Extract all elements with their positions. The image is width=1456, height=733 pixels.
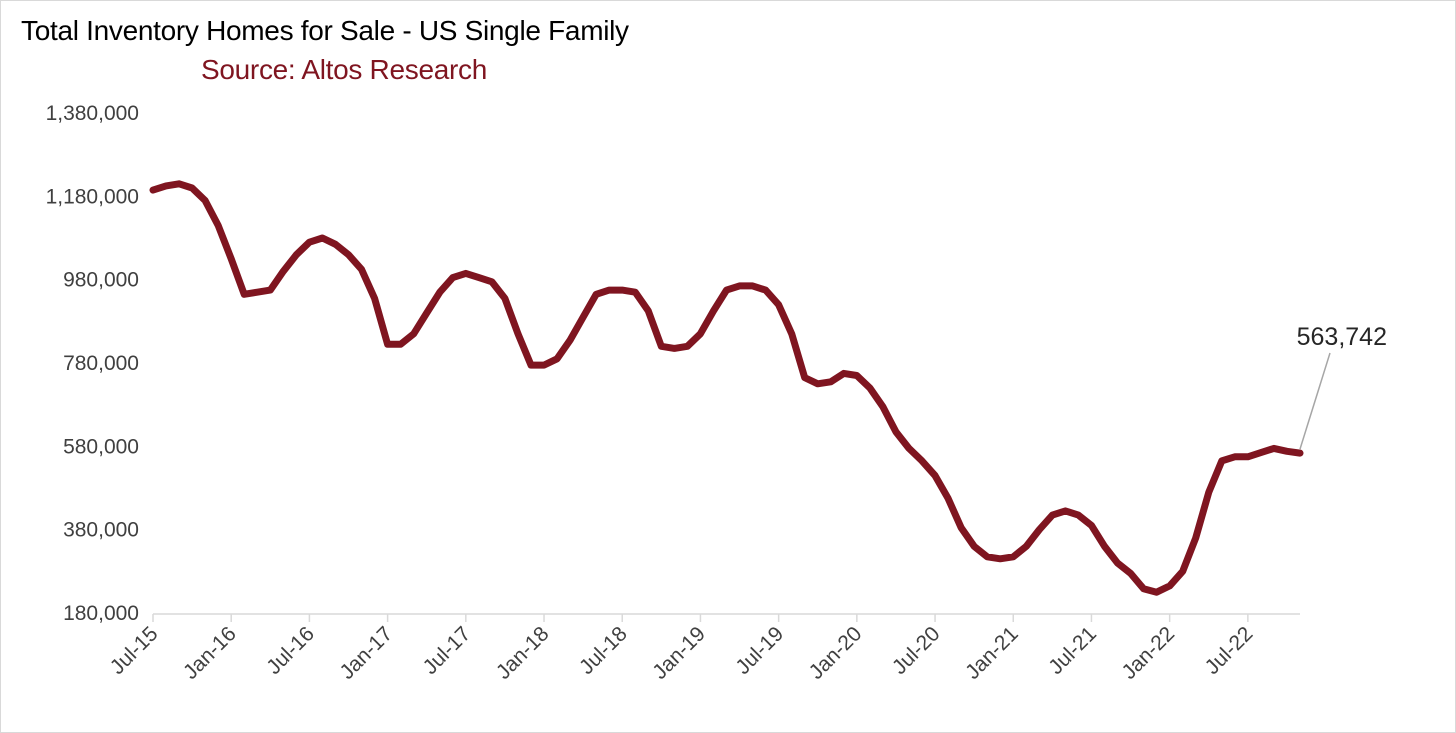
- x-tick-label: Jul-17: [419, 622, 476, 679]
- x-tick-label: Jan-16: [179, 622, 241, 684]
- series-line: [149, 180, 1304, 596]
- annotation-leader-line: [1299, 352, 1331, 450]
- x-tick-label: Jul-19: [731, 622, 788, 679]
- x-tick-label: Jul-16: [262, 622, 319, 679]
- x-tick-label: Jul-20: [888, 622, 945, 679]
- x-tick-label: Jan-18: [492, 622, 554, 684]
- x-tick-label: Jul-15: [106, 622, 163, 679]
- annotation-label: 563,742: [1297, 323, 1387, 351]
- x-tick-label: Jan-21: [961, 622, 1023, 684]
- x-tick-label: Jul-18: [575, 622, 632, 679]
- x-tick-label: Jan-19: [648, 622, 710, 684]
- chart-subtitle: Source: Altos Research: [201, 54, 487, 85]
- chart-title: Total Inventory Homes for Sale - US Sing…: [21, 15, 629, 46]
- y-tick-label: 180,000: [63, 602, 139, 625]
- x-tick-label: Jan-20: [805, 622, 867, 684]
- y-tick-label: 980,000: [63, 269, 139, 292]
- y-tick-label: 1,380,000: [46, 102, 139, 125]
- y-tick-label: 1,180,000: [46, 185, 139, 208]
- y-tick-label: 580,000: [63, 435, 139, 458]
- x-tick-label: Jan-17: [335, 622, 397, 684]
- y-tick-label: 380,000: [63, 519, 139, 542]
- x-tick-label: Jul-22: [1201, 622, 1258, 679]
- x-tick-label: Jan-22: [1118, 622, 1180, 684]
- x-tick-label: Jul-21: [1044, 622, 1101, 679]
- y-tick-label: 780,000: [63, 352, 139, 375]
